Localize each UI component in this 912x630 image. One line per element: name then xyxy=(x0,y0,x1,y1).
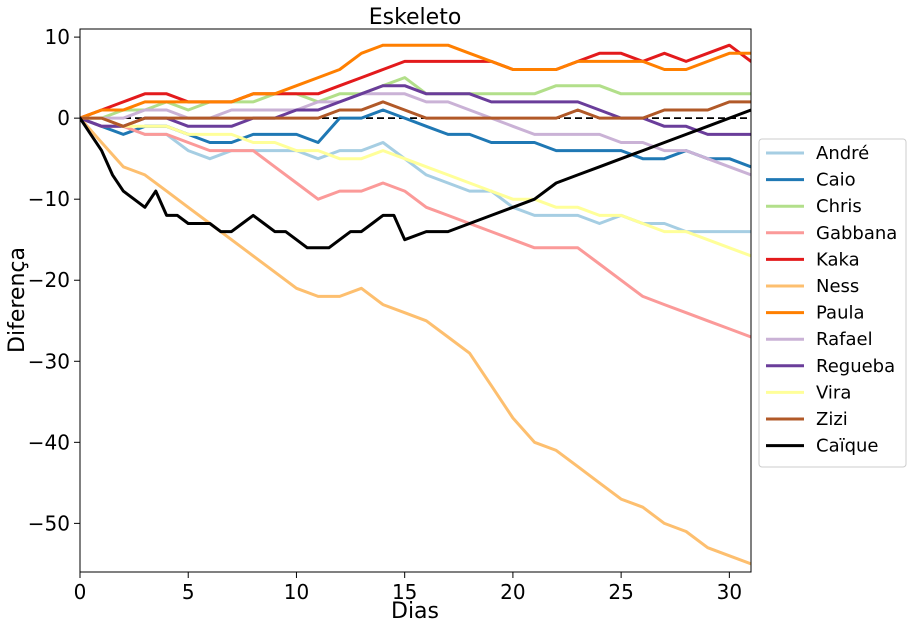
series-line-9 xyxy=(80,116,751,258)
legend-entry-label: Chris xyxy=(816,196,862,217)
y-tick-label: −50 xyxy=(28,511,70,535)
legend-entry-label: Paula xyxy=(816,303,865,324)
legend-entry-label: Zizi xyxy=(816,409,848,430)
chart-title: Eskeleto xyxy=(369,5,462,30)
plot-frame xyxy=(79,28,752,573)
x-tick-label: 5 xyxy=(182,580,195,604)
y-tick-label: 10 xyxy=(45,25,70,49)
legend-entry-label: Vira xyxy=(816,382,851,403)
series-line-11 xyxy=(80,108,751,250)
x-axis-label: Dias xyxy=(391,599,439,624)
y-tick-label: −40 xyxy=(28,430,70,454)
legend-entry-label: Caïque xyxy=(816,436,879,457)
legend-entry-label: André xyxy=(816,143,869,164)
legend-box xyxy=(758,138,907,468)
y-axis-label: Diferença xyxy=(5,247,30,353)
legend-entry-label: Rafael xyxy=(816,329,873,350)
series-line-3 xyxy=(80,116,751,339)
series-line-6 xyxy=(80,43,751,120)
legend-entry-label: Caio xyxy=(816,170,856,191)
series-line-2 xyxy=(80,76,751,120)
y-axis-ticks: 10 0 −10 −20 −30 −40 −50 xyxy=(28,25,80,535)
legend-entry-label: Gabbana xyxy=(816,223,897,244)
x-tick-label: 20 xyxy=(500,580,525,604)
x-axis-ticks: 0 5 10 15 20 25 30 xyxy=(74,572,742,604)
y-tick-label: −20 xyxy=(28,268,70,292)
series-line-5 xyxy=(80,116,751,566)
x-tick-label: 25 xyxy=(608,580,633,604)
x-tick-label: 30 xyxy=(717,580,742,604)
x-tick-label: 10 xyxy=(284,580,309,604)
series-line-10 xyxy=(80,100,751,128)
y-tick-label: −10 xyxy=(28,187,70,211)
legend-entry-label: Regueba xyxy=(816,356,895,377)
x-tick-label: 15 xyxy=(392,580,417,604)
series-lines xyxy=(80,43,751,566)
legend-entry-label: Ness xyxy=(816,276,859,297)
x-tick-label: 0 xyxy=(74,580,87,604)
series-line-0 xyxy=(80,116,751,234)
y-tick-label: 0 xyxy=(57,106,70,130)
legend-entry-label: Kaka xyxy=(816,249,860,270)
y-tick-label: −30 xyxy=(28,349,70,373)
legend: André Caio Chris Gabbana Kaka Ness Paula Rafael… xyxy=(758,138,907,468)
